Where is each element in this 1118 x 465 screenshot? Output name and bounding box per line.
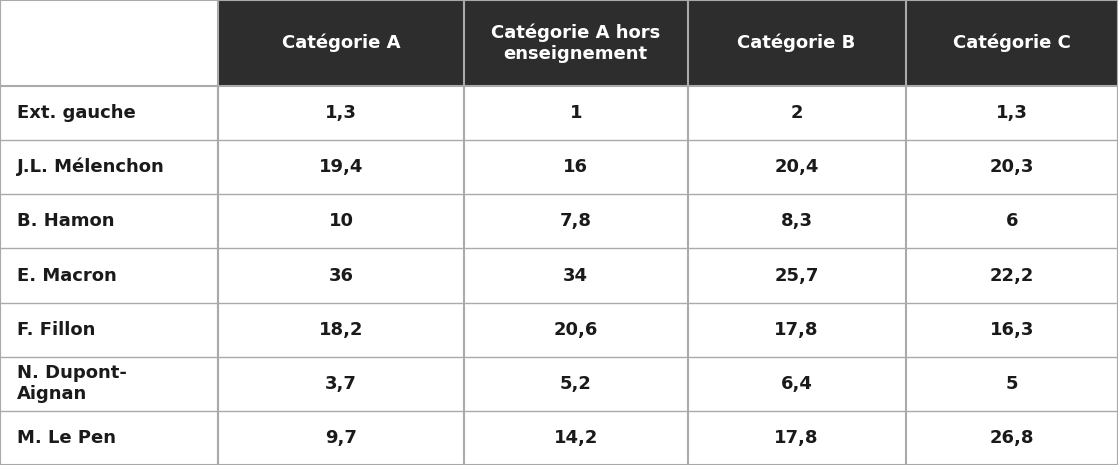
Bar xyxy=(0,194,218,248)
Bar xyxy=(688,194,906,248)
Text: 3,7: 3,7 xyxy=(325,375,357,393)
Text: 16,3: 16,3 xyxy=(989,321,1034,339)
Bar xyxy=(0,357,218,411)
Bar xyxy=(906,86,1118,140)
Text: 26,8: 26,8 xyxy=(989,429,1034,447)
Bar xyxy=(0,411,218,465)
Bar xyxy=(218,248,464,303)
Text: 8,3: 8,3 xyxy=(780,213,813,230)
Text: F. Fillon: F. Fillon xyxy=(17,321,95,339)
Text: 36: 36 xyxy=(329,266,353,285)
Text: 14,2: 14,2 xyxy=(553,429,598,447)
Bar xyxy=(906,248,1118,303)
Bar xyxy=(218,411,464,465)
Text: 5,2: 5,2 xyxy=(560,375,591,393)
Bar xyxy=(218,194,464,248)
Bar xyxy=(688,303,906,357)
Bar xyxy=(906,140,1118,194)
Bar xyxy=(218,357,464,411)
Bar xyxy=(906,357,1118,411)
Text: 6: 6 xyxy=(1005,213,1018,230)
Text: Catégorie A: Catégorie A xyxy=(282,34,400,52)
Bar xyxy=(464,140,688,194)
Text: M. Le Pen: M. Le Pen xyxy=(17,429,116,447)
Text: 18,2: 18,2 xyxy=(319,321,363,339)
Bar xyxy=(0,0,218,86)
Text: 25,7: 25,7 xyxy=(775,266,818,285)
Text: 1: 1 xyxy=(569,104,582,122)
Text: E. Macron: E. Macron xyxy=(17,266,116,285)
Bar xyxy=(218,0,464,86)
Text: 17,8: 17,8 xyxy=(775,321,818,339)
Text: 20,3: 20,3 xyxy=(989,158,1034,176)
Bar xyxy=(464,411,688,465)
Bar xyxy=(906,411,1118,465)
Bar xyxy=(688,411,906,465)
Text: 20,4: 20,4 xyxy=(775,158,818,176)
Text: Catégorie B: Catégorie B xyxy=(738,34,855,52)
Text: 17,8: 17,8 xyxy=(775,429,818,447)
Bar xyxy=(464,194,688,248)
Text: 16: 16 xyxy=(563,158,588,176)
Bar xyxy=(906,303,1118,357)
Bar xyxy=(464,248,688,303)
Text: Ext. gauche: Ext. gauche xyxy=(17,104,135,122)
Bar xyxy=(688,0,906,86)
Text: 2: 2 xyxy=(790,104,803,122)
Text: 19,4: 19,4 xyxy=(319,158,363,176)
Bar xyxy=(688,140,906,194)
Bar xyxy=(464,303,688,357)
Text: 9,7: 9,7 xyxy=(325,429,357,447)
Text: 1,3: 1,3 xyxy=(325,104,357,122)
Bar xyxy=(688,357,906,411)
Text: Catégorie C: Catégorie C xyxy=(953,34,1071,52)
Text: 22,2: 22,2 xyxy=(989,266,1034,285)
Text: 34: 34 xyxy=(563,266,588,285)
Text: 6,4: 6,4 xyxy=(780,375,813,393)
Text: N. Dupont-
Aignan: N. Dupont- Aignan xyxy=(17,365,126,403)
Bar xyxy=(464,86,688,140)
Text: B. Hamon: B. Hamon xyxy=(17,213,114,230)
Bar xyxy=(688,248,906,303)
Bar xyxy=(688,86,906,140)
Bar xyxy=(218,140,464,194)
Text: Catégorie A hors
enseignement: Catégorie A hors enseignement xyxy=(491,23,661,63)
Text: 20,6: 20,6 xyxy=(553,321,598,339)
Bar xyxy=(906,194,1118,248)
Bar xyxy=(0,248,218,303)
Bar xyxy=(0,86,218,140)
Text: 10: 10 xyxy=(329,213,353,230)
Bar xyxy=(218,303,464,357)
Bar xyxy=(464,0,688,86)
Text: 5: 5 xyxy=(1005,375,1018,393)
Text: J.L. Mélenchon: J.L. Mélenchon xyxy=(17,158,164,177)
Text: 1,3: 1,3 xyxy=(996,104,1027,122)
Text: 7,8: 7,8 xyxy=(560,213,591,230)
Bar xyxy=(906,0,1118,86)
Bar xyxy=(218,86,464,140)
Bar xyxy=(464,357,688,411)
Bar xyxy=(0,140,218,194)
Bar xyxy=(0,303,218,357)
